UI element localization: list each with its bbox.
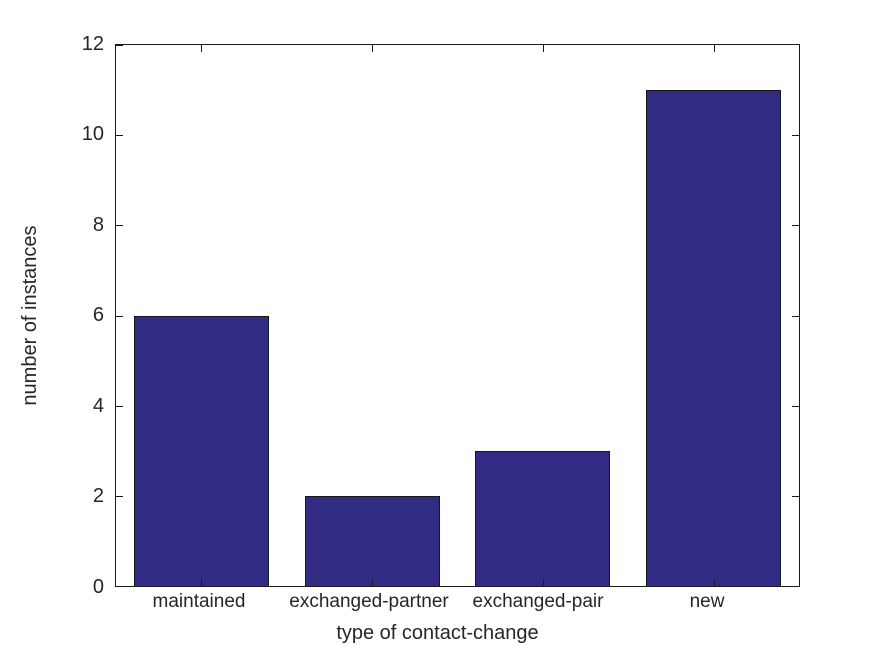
x-tick-label-exchanged-pair: exchanged-pair — [472, 591, 604, 612]
x-axis-title: type of contact-change — [336, 622, 539, 644]
y-tick-label-6: 6 — [92, 304, 104, 326]
y-tick-mark-4 — [116, 405, 123, 407]
x-tick-mark-exchanged-pair — [542, 579, 544, 586]
bar-exchanged-pair — [475, 450, 611, 586]
y-tick-mark-0 — [116, 586, 123, 587]
y-tick-mark-right-6 — [792, 315, 799, 317]
x-tick-mark-maintained — [201, 579, 203, 586]
bar-exchanged-partner — [304, 495, 440, 586]
y-tick-mark-right-8 — [792, 225, 799, 227]
x-tick-mark-top-maintained — [201, 45, 203, 52]
x-tick-mark-top-new — [713, 45, 715, 52]
x-tick-mark-top-exchanged-pair — [542, 45, 544, 52]
x-tick-mark-exchanged-partner — [372, 579, 374, 586]
x-tick-label-maintained: maintained — [152, 591, 246, 612]
y-tick-label-10: 10 — [81, 123, 104, 145]
y-tick-label-12: 12 — [81, 33, 104, 55]
y-tick-mark-right-2 — [792, 495, 799, 497]
plot-area — [115, 44, 800, 587]
x-tick-label-exchanged-partner: exchanged-partner — [289, 591, 449, 612]
bars-layer — [116, 45, 799, 586]
y-tick-label-8: 8 — [92, 214, 104, 236]
y-tick-mark-12 — [116, 45, 123, 46]
y-axis-title: number of instances — [19, 225, 41, 406]
y-tick-mark-8 — [116, 225, 123, 227]
x-tick-mark-new — [713, 579, 715, 586]
y-tick-label-4: 4 — [92, 395, 104, 417]
x-tick-label-new: new — [689, 591, 725, 612]
y-tick-label-0: 0 — [92, 576, 104, 598]
y-tick-mark-right-10 — [792, 135, 799, 137]
y-tick-mark-right-4 — [792, 405, 799, 407]
bar-maintained — [133, 315, 269, 586]
y-tick-mark-6 — [116, 315, 123, 317]
bar-new — [646, 90, 782, 586]
y-tick-mark-10 — [116, 135, 123, 137]
y-tick-mark-2 — [116, 495, 123, 497]
y-tick-label-2: 2 — [92, 485, 104, 507]
x-tick-mark-top-exchanged-partner — [372, 45, 374, 52]
